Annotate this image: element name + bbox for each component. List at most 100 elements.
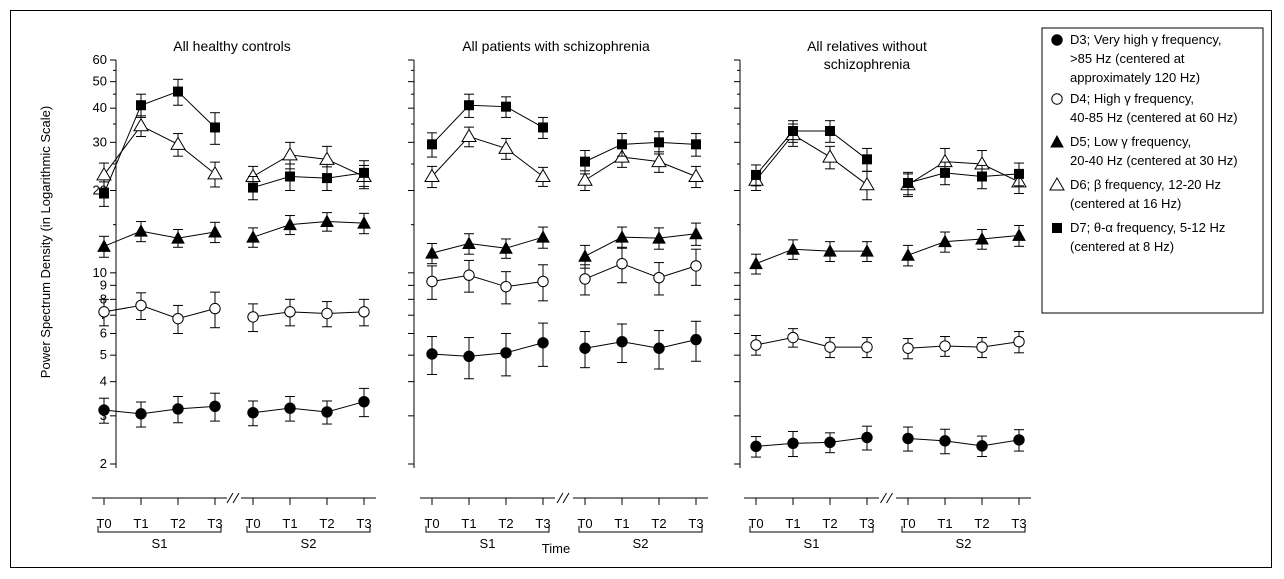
point-open-triangle [319,151,335,165]
y-axis-label: Power Spectrum Density (in Logarithmic S… [38,106,53,378]
x-tick-label: T2 [651,516,666,531]
point-open-circle [579,273,591,285]
session-label: S2 [301,536,317,551]
point-filled-square [173,86,183,97]
x-tick-label: T1 [614,516,629,531]
point-filled-circle [690,333,702,346]
point-filled-square [691,139,701,150]
point-open-circle [321,307,333,320]
axis-break [226,492,234,504]
legend-entry-text: D7; θ-α frequency, 5-12 Hz [1070,220,1225,235]
point-filled-triangle [689,226,703,240]
point-filled-circle [321,406,333,418]
point-filled-square [464,100,474,111]
point-open-triangle [498,140,514,154]
series-line [584,263,697,280]
point-open-circle [209,302,221,315]
point-filled-square [136,100,146,111]
point-open-circle [1013,336,1025,348]
point-filled-square [99,188,109,199]
point-open-circle [653,271,665,284]
x-tick-label: T3 [356,516,371,531]
point-filled-circle [616,336,628,348]
series-line [252,221,365,238]
panel-title: All healthy controls [173,38,291,54]
point-filled-triangle [938,234,952,248]
y-tick-label: 6 [100,326,107,341]
series-line [584,233,697,257]
point-open-triangle [424,168,440,183]
x-tick-label: T3 [859,516,874,531]
point-filled-circle [135,408,147,420]
legend-entry-text: 20-40 Hz (centered at 30 Hz) [1070,153,1238,168]
point-filled-circle [209,400,221,413]
series-open-circle [750,328,1025,360]
y-tick-label: 9 [100,277,107,292]
point-filled-triangle [425,246,439,259]
series-line [584,339,697,349]
point-open-circle [500,280,512,293]
x-tick-label: T1 [282,516,297,531]
point-filled-square [322,173,332,184]
x-tick-label: T0 [748,516,763,531]
point-open-circle [135,299,147,312]
point-filled-triangle [246,230,260,243]
point-filled-circle [976,440,988,452]
point-filled-triangle [615,230,629,243]
session-bracket [749,526,874,533]
point-open-triangle [96,166,112,181]
x-tick-label: T1 [461,516,476,531]
y-tick-label: 30 [93,134,107,149]
x-tick-label: T0 [245,516,260,531]
point-filled-triangle [749,256,763,270]
point-filled-circle [426,348,438,360]
point-filled-triangle [134,224,148,237]
series-line [252,172,365,189]
legend-entry-text: (centered at 16 Hz) [1070,196,1181,211]
point-open-circle [358,306,370,318]
y-tick-label: 4 [100,374,107,389]
series-line [755,436,868,447]
series-line [431,135,544,177]
point-filled-square [248,182,258,193]
point-filled-square [427,139,437,150]
point-open-circle [690,260,702,272]
point-filled-triangle [283,217,297,231]
legend-entry-text: (centered at 8 Hz) [1070,239,1174,254]
series-filled-triangle [425,222,703,269]
series-line [103,304,216,320]
point-filled-circle [902,432,914,445]
axis-break [562,492,570,504]
point-open-circle [426,275,438,288]
series-line [907,172,1020,184]
series-line [584,141,697,163]
series-line [907,234,1020,256]
point-filled-circle [358,395,370,408]
series-filled-square [427,93,701,175]
panel-2: All patients with schizophrenia T0 T1 T2 T3 S… [408,38,708,551]
point-filled-square [654,137,664,148]
legend-entry-text: D5; Low γ frequency, [1070,134,1191,149]
point-filled-square [788,126,798,137]
point-filled-square [359,167,369,178]
y-tick-label: 2 [100,456,107,471]
x-tick-label: T3 [688,516,703,531]
series-open-triangle [424,126,704,191]
x-tick-label: T0 [900,516,915,531]
session-bracket [97,526,222,533]
point-open-circle [824,341,836,353]
point-open-circle [616,257,628,270]
point-filled-triangle [1012,228,1026,241]
series-filled-square [99,78,369,207]
point-filled-circle [579,342,591,354]
series-line [907,161,1020,186]
series-line [907,341,1020,349]
point-open-circle [976,341,988,353]
series-line [907,437,1020,447]
series-open-circle [98,291,370,335]
x-tick-label: T0 [96,516,111,531]
series-line [431,104,544,145]
point-filled-circle [824,436,836,449]
x-tick-label: T2 [170,516,185,531]
point-filled-triangle [975,231,989,245]
